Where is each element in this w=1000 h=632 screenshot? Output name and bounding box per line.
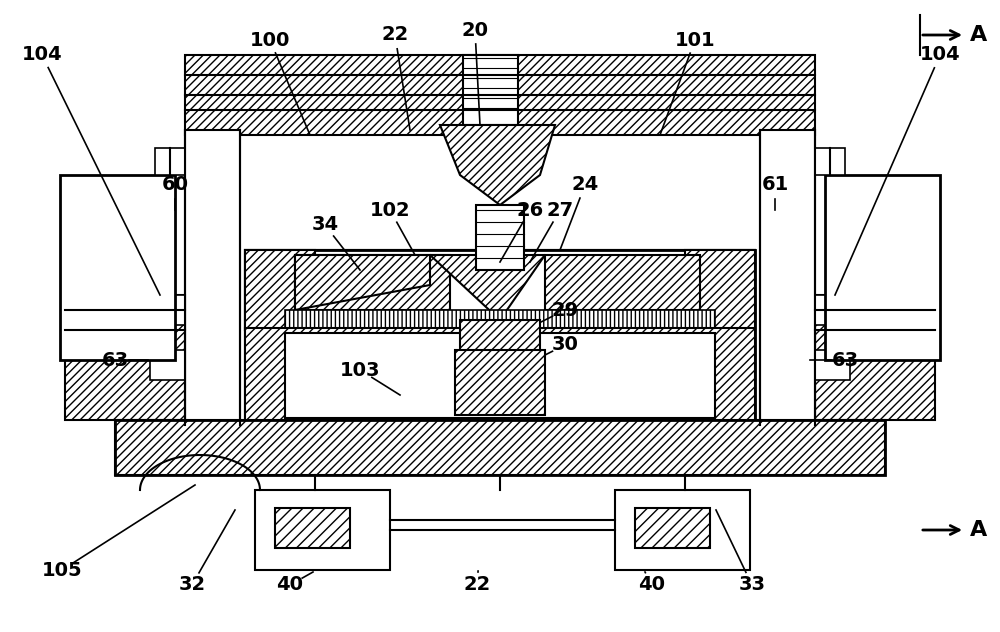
Polygon shape: [430, 255, 545, 320]
Bar: [476, 205, 524, 270]
Bar: [115, 420, 885, 475]
Bar: [285, 255, 455, 325]
Bar: [285, 310, 715, 328]
Text: A: A: [970, 520, 987, 540]
Bar: [245, 250, 755, 330]
Bar: [245, 250, 755, 420]
Text: 102: 102: [370, 200, 410, 219]
Bar: [115, 420, 885, 475]
Bar: [60, 175, 175, 360]
Bar: [150, 295, 185, 325]
Text: 30: 30: [552, 336, 578, 355]
Bar: [150, 350, 185, 380]
Polygon shape: [545, 255, 700, 310]
Bar: [460, 320, 540, 375]
Bar: [185, 55, 815, 135]
Bar: [545, 255, 715, 325]
Text: 22: 22: [463, 576, 491, 595]
Bar: [815, 148, 845, 175]
Bar: [635, 508, 710, 548]
Bar: [245, 250, 315, 420]
Bar: [285, 333, 715, 418]
Text: 63: 63: [831, 351, 859, 370]
Text: 27: 27: [546, 200, 574, 219]
Bar: [455, 350, 545, 415]
Bar: [185, 130, 240, 425]
Polygon shape: [295, 255, 450, 310]
Text: 29: 29: [551, 300, 579, 320]
Bar: [685, 250, 755, 420]
Bar: [463, 55, 518, 125]
Bar: [815, 350, 850, 380]
Text: 32: 32: [178, 576, 206, 595]
Text: 104: 104: [22, 46, 62, 64]
Text: 22: 22: [381, 25, 409, 44]
Text: 101: 101: [675, 30, 715, 49]
Bar: [760, 130, 815, 425]
Text: 20: 20: [462, 20, 488, 39]
Bar: [155, 148, 185, 175]
Polygon shape: [295, 255, 430, 310]
Text: 40: 40: [639, 576, 666, 595]
Bar: [65, 295, 185, 420]
Bar: [255, 490, 390, 570]
Text: 100: 100: [250, 30, 290, 49]
Text: 61: 61: [761, 176, 789, 195]
Text: 24: 24: [571, 176, 599, 195]
Text: 105: 105: [42, 561, 82, 580]
Text: 104: 104: [920, 46, 960, 64]
Text: 63: 63: [101, 351, 129, 370]
Bar: [815, 295, 935, 420]
Bar: [245, 250, 755, 330]
Bar: [245, 328, 755, 423]
Text: 60: 60: [162, 176, 188, 195]
Text: 33: 33: [738, 576, 766, 595]
Text: 26: 26: [516, 200, 544, 219]
Bar: [615, 490, 750, 570]
Bar: [275, 508, 350, 548]
Polygon shape: [440, 125, 555, 205]
Bar: [825, 175, 940, 360]
Text: 103: 103: [340, 360, 380, 379]
Text: A: A: [970, 25, 987, 45]
Text: 34: 34: [311, 216, 339, 234]
Text: 40: 40: [276, 576, 304, 595]
Bar: [815, 295, 850, 325]
